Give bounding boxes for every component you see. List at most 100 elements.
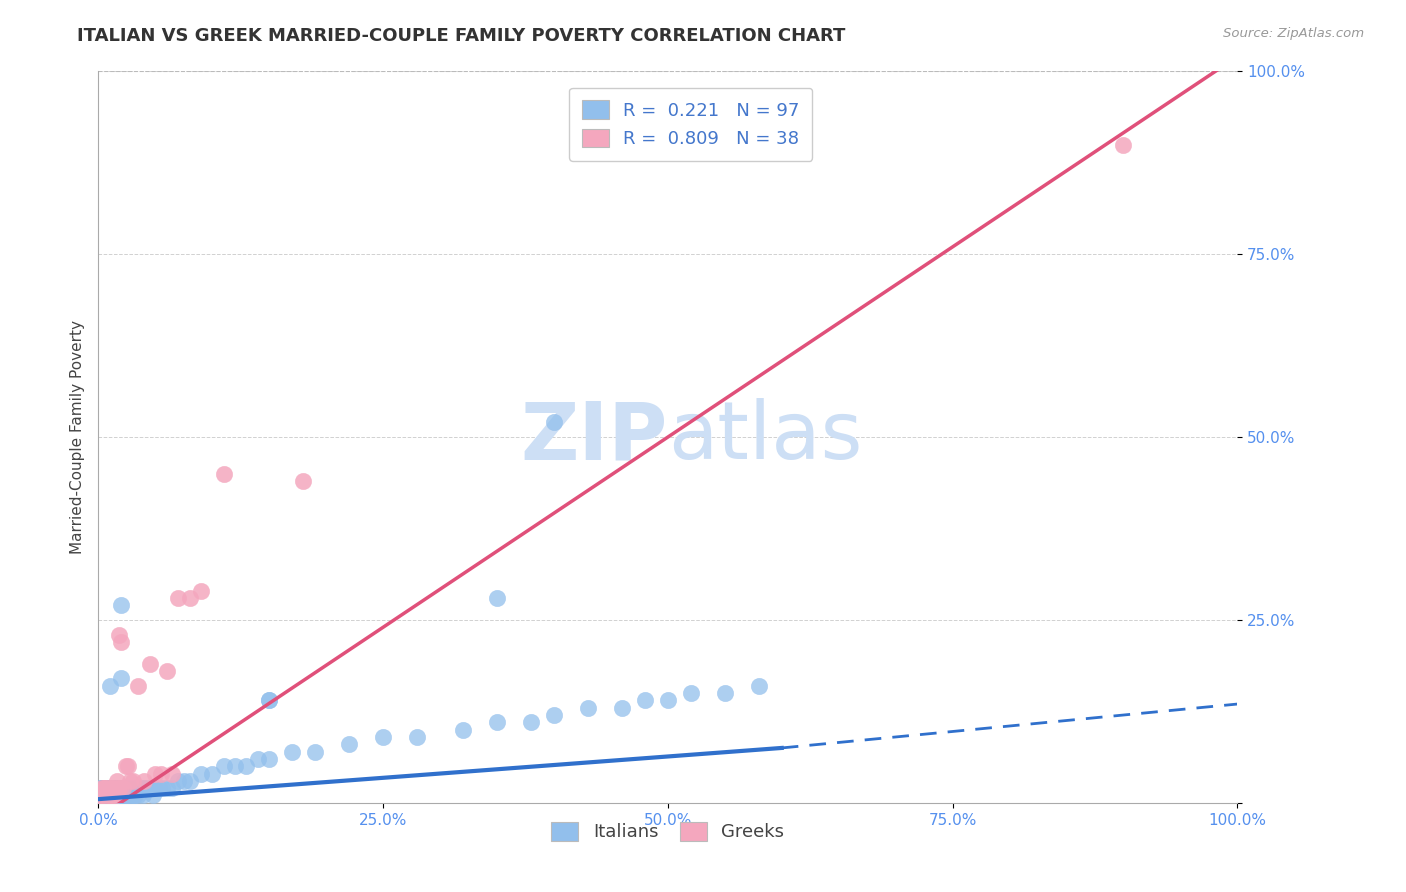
- Point: [179, 591, 201, 605]
- Point: [259, 752, 281, 766]
- Point: [406, 730, 429, 744]
- Point: [104, 789, 127, 803]
- Point: [96, 789, 118, 803]
- Point: [576, 700, 599, 714]
- Point: [89, 781, 111, 796]
- Point: [103, 789, 125, 803]
- Point: [107, 781, 129, 796]
- Point: [179, 773, 201, 788]
- Point: [235, 759, 257, 773]
- Point: [132, 781, 155, 796]
- Point: [98, 789, 121, 803]
- Point: [98, 679, 121, 693]
- Point: [98, 789, 121, 803]
- Point: [679, 686, 702, 700]
- Text: atlas: atlas: [668, 398, 862, 476]
- Point: [304, 745, 326, 759]
- Point: [190, 583, 212, 598]
- Point: [108, 781, 131, 796]
- Point: [103, 781, 125, 796]
- Point: [167, 773, 190, 788]
- Point: [212, 759, 235, 773]
- Point: [127, 679, 149, 693]
- Point: [657, 693, 679, 707]
- Point: [612, 700, 634, 714]
- Legend: Italians, Greeks: Italians, Greeks: [544, 814, 792, 848]
- Point: [173, 773, 195, 788]
- Point: [156, 781, 179, 796]
- Point: [122, 789, 145, 803]
- Point: [93, 781, 115, 796]
- Point: [98, 781, 121, 796]
- Y-axis label: Married-Couple Family Poverty: Married-Couple Family Poverty: [69, 320, 84, 554]
- Point: [371, 730, 394, 744]
- Point: [96, 781, 118, 796]
- Point: [96, 781, 118, 796]
- Point: [108, 627, 131, 641]
- Point: [90, 781, 112, 796]
- Point: [91, 789, 114, 803]
- Point: [89, 789, 111, 803]
- Point: [115, 789, 138, 803]
- Point: [101, 789, 124, 803]
- Point: [112, 789, 135, 803]
- Point: [127, 789, 149, 803]
- Point: [120, 781, 142, 796]
- Point: [125, 781, 148, 796]
- Point: [111, 789, 134, 803]
- Point: [91, 781, 114, 796]
- Point: [520, 715, 543, 730]
- Point: [103, 781, 125, 796]
- Point: [101, 789, 124, 803]
- Point: [105, 789, 128, 803]
- Point: [201, 766, 224, 780]
- Point: [114, 789, 136, 803]
- Point: [292, 474, 315, 488]
- Point: [94, 789, 117, 803]
- Point: [121, 773, 143, 788]
- Point: [93, 781, 115, 796]
- Point: [90, 781, 112, 796]
- Point: [486, 591, 509, 605]
- Text: Source: ZipAtlas.com: Source: ZipAtlas.com: [1223, 27, 1364, 40]
- Point: [259, 693, 281, 707]
- Point: [120, 789, 142, 803]
- Point: [103, 789, 125, 803]
- Point: [129, 781, 152, 796]
- Point: [117, 759, 139, 773]
- Point: [138, 781, 160, 796]
- Point: [93, 781, 115, 796]
- Point: [104, 789, 127, 803]
- Point: [112, 781, 135, 796]
- Point: [96, 781, 118, 796]
- Point: [90, 789, 112, 803]
- Point: [156, 664, 179, 678]
- Point: [145, 766, 167, 780]
- Point: [281, 745, 304, 759]
- Point: [162, 766, 184, 780]
- Point: [110, 599, 132, 613]
- Point: [246, 752, 269, 766]
- Point: [634, 693, 657, 707]
- Point: [212, 467, 235, 481]
- Point: [118, 789, 141, 803]
- Point: [96, 789, 118, 803]
- Point: [150, 766, 173, 780]
- Point: [91, 789, 114, 803]
- Point: [150, 781, 173, 796]
- Point: [714, 686, 737, 700]
- Point: [259, 693, 281, 707]
- Point: [97, 789, 120, 803]
- Point: [124, 789, 146, 803]
- Point: [132, 789, 155, 803]
- Point: [90, 781, 112, 796]
- Point: [110, 672, 132, 686]
- Point: [101, 789, 124, 803]
- Point: [104, 789, 127, 803]
- Point: [190, 766, 212, 780]
- Point: [108, 781, 131, 796]
- Point: [96, 789, 118, 803]
- Point: [486, 715, 509, 730]
- Point: [748, 679, 770, 693]
- Point: [107, 789, 129, 803]
